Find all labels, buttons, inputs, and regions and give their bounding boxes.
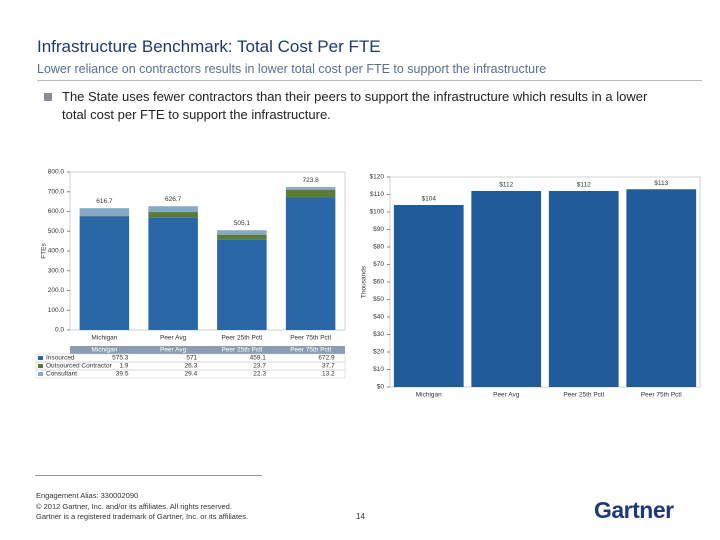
x-tick-label: Peer 75th Pctl — [641, 392, 682, 399]
table-value: 575.3 — [112, 355, 129, 362]
y-tick-label: $50 — [373, 296, 384, 303]
y-tick-label: $70 — [373, 261, 384, 268]
y-tick-label: $40 — [373, 314, 384, 321]
bar-segment — [285, 189, 336, 198]
table-header-label: Peer Avg — [160, 347, 187, 354]
y-tick-label: $60 — [373, 279, 384, 286]
logo: Gartner — [594, 497, 674, 523]
legend-label: Outsourced Contractor — [46, 363, 113, 370]
bar-segment — [79, 216, 130, 330]
x-tick-label: Peer Avg — [160, 335, 187, 342]
bar-segment — [217, 239, 267, 330]
bar-segment — [285, 187, 336, 190]
slide-title: Infrastructure Benchmark: Total Cost Per… — [37, 37, 381, 56]
slide-subtitle: Lower reliance on contractors results in… — [37, 62, 547, 76]
x-tick-label: Peer Avg — [493, 392, 520, 399]
legend-swatch — [38, 356, 43, 360]
x-tick-label: Peer 25th Pctl — [563, 392, 604, 399]
total-label: 505.1 — [234, 220, 251, 227]
table-value: 571 — [186, 355, 197, 362]
legend-swatch — [38, 372, 43, 376]
x-tick-label: Peer 25th Pctl — [221, 335, 262, 342]
total-label: 626.7 — [165, 196, 182, 203]
table-value: 39.5 — [116, 371, 129, 378]
bullet-marker — [44, 93, 52, 101]
bar — [471, 191, 542, 387]
y-tick-label: 300.0 — [48, 267, 65, 274]
y-tick-label: $120 — [370, 174, 385, 181]
y-tick-label: 600.0 — [48, 208, 65, 215]
footer-line: Engagement Alias: 330002090 — [36, 491, 139, 500]
page-number: 14 — [356, 512, 365, 521]
y-tick-label: 400.0 — [48, 248, 65, 255]
y-tick-label: $80 — [373, 244, 384, 251]
bar-segment — [79, 208, 130, 217]
y-tick-label: $20 — [373, 349, 384, 356]
y-tick-label: $10 — [373, 366, 384, 373]
y-tick-label: 200.0 — [48, 287, 65, 294]
y-tick-label: 800.0 — [48, 169, 65, 176]
y-axis-label: FTEs — [41, 242, 48, 258]
y-axis-label: Thousands — [361, 265, 368, 298]
bar-segment — [217, 234, 267, 240]
table-value: 37.7 — [322, 363, 335, 370]
y-tick-label: $90 — [373, 226, 384, 233]
table-value: 23.7 — [253, 363, 266, 370]
table-value: 13.2 — [322, 371, 335, 378]
total-label: 616.7 — [96, 198, 113, 205]
bullet-text: The State uses fewer contractors than th… — [62, 89, 648, 122]
table-header-label: Michigan — [91, 347, 117, 354]
total-label: 723.8 — [302, 177, 319, 184]
y-tick-label: 500.0 — [48, 228, 65, 235]
bar-segment — [217, 230, 267, 235]
bar-segment — [148, 212, 198, 218]
table-value: 1.9 — [119, 363, 128, 370]
table-header-label: Peer 25th Pctl — [221, 347, 262, 354]
table-value: 29.4 — [185, 371, 198, 378]
y-tick-label: 0.0 — [55, 327, 64, 334]
legend-swatch — [38, 364, 43, 368]
value-label: $104 — [422, 196, 437, 203]
x-tick-label: Michigan — [416, 392, 442, 399]
y-tick-label: 100.0 — [48, 307, 65, 314]
table-value: 459.1 — [250, 355, 267, 362]
table-row — [35, 369, 346, 379]
legend-label: Insourced — [46, 355, 75, 362]
table-header — [70, 346, 345, 354]
x-tick-label: Michigan — [91, 335, 117, 342]
y-tick-label: $30 — [373, 331, 384, 338]
y-tick-label: 700.0 — [48, 188, 65, 195]
bar-segment — [148, 206, 198, 213]
table-value: 26.3 — [185, 363, 198, 370]
value-label: $113 — [654, 180, 668, 187]
table-value: 22.3 — [253, 371, 266, 378]
bar-segment — [148, 217, 198, 330]
footer-divider — [35, 475, 262, 476]
y-tick-label: $110 — [370, 191, 384, 198]
bar — [548, 191, 619, 387]
bar — [393, 205, 464, 387]
footer-line: Gartner is a registered trademark of Gar… — [36, 512, 249, 521]
y-tick-label: $100 — [370, 209, 385, 216]
y-tick-label: $0 — [377, 384, 385, 391]
footer-line: © 2012 Gartner, Inc. and/or its affiliat… — [36, 502, 232, 511]
x-tick-label: Peer 75th Pctl — [290, 335, 331, 342]
value-label: $112 — [577, 182, 591, 189]
value-label: $112 — [499, 182, 513, 189]
legend-label: Consultant — [46, 371, 77, 378]
bar — [626, 189, 697, 387]
table-header-label: Peer 75th Pctl — [290, 347, 331, 354]
bar-segment — [285, 197, 336, 330]
divider — [37, 80, 702, 81]
table-value: 672.9 — [318, 355, 335, 362]
